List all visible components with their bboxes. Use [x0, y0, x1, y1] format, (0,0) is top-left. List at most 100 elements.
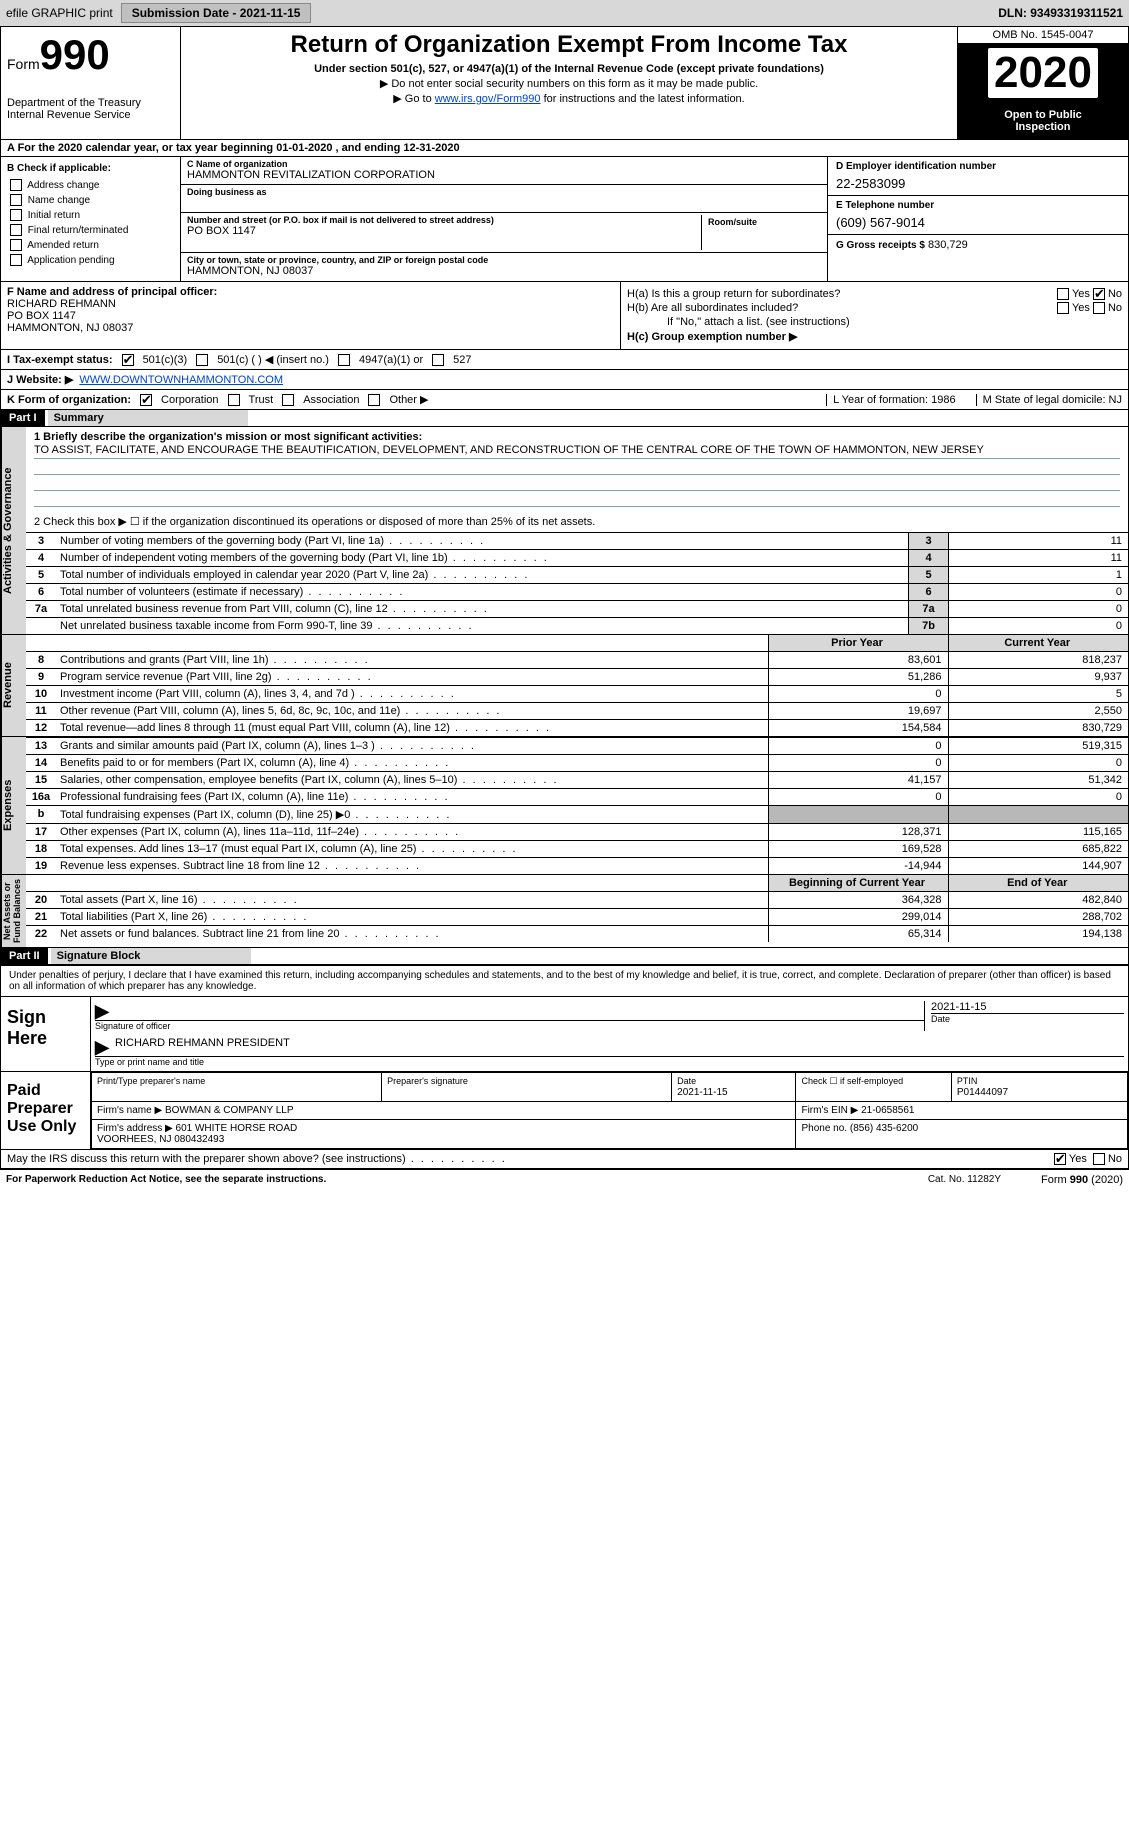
- netassets-table: Beginning of Current Year End of Year 20…: [26, 875, 1128, 942]
- h-section: H(a) Is this a group return for subordin…: [621, 282, 1128, 349]
- prior-year-header: Prior Year: [768, 635, 948, 652]
- check-item[interactable]: Final return/terminated: [7, 223, 174, 238]
- revenue-section: Revenue Prior Year Current Year 8Contrib…: [1, 635, 1128, 737]
- signature-section: Under penalties of perjury, I declare th…: [0, 966, 1129, 1170]
- mission-blank-2: [34, 475, 1120, 491]
- submission-date-button[interactable]: Submission Date - 2021-11-15: [121, 3, 312, 23]
- org-name-label: C Name of organization: [187, 159, 821, 169]
- assoc-checkbox[interactable]: [282, 394, 294, 406]
- form-990-page: Form990 Department of the Treasury Inter…: [0, 26, 1129, 966]
- boy-header: Beginning of Current Year: [768, 875, 948, 892]
- irs-link[interactable]: www.irs.gov/Form990: [435, 93, 541, 105]
- sign-here-row: Sign Here ▶ Signature of officer 2021-11…: [1, 997, 1128, 1072]
- sig-date: 2021-11-15: [931, 1001, 1124, 1013]
- j-label: J Website: ▶: [7, 373, 73, 386]
- table-row: 9Program service revenue (Part VIII, lin…: [26, 669, 1128, 686]
- hb-no-checkbox[interactable]: [1093, 302, 1105, 314]
- trust-checkbox[interactable]: [228, 394, 240, 406]
- catalog-number: Cat. No. 11282Y: [928, 1174, 1001, 1186]
- check-item[interactable]: Address change: [7, 178, 174, 193]
- check-b-header: B Check if applicable:: [7, 161, 174, 176]
- city-label: City or town, state or province, country…: [187, 255, 821, 265]
- tax-exempt-row: I Tax-exempt status: 501(c)(3) 501(c) ( …: [1, 350, 1128, 370]
- part2-title: Signature Block: [51, 948, 251, 964]
- year-block: OMB No. 1545-0047 2020 Open to Public In…: [958, 27, 1128, 139]
- discuss-no-checkbox[interactable]: [1093, 1153, 1105, 1165]
- form-word: Form: [7, 56, 40, 72]
- form-id-block: Form990 Department of the Treasury Inter…: [1, 27, 181, 139]
- line1-label: 1 Briefly describe the organization's mi…: [34, 431, 1120, 443]
- table-row: 20Total assets (Part X, line 16)364,3284…: [26, 892, 1128, 909]
- org-name-column: C Name of organization HAMMONTON REVITAL…: [181, 157, 828, 281]
- hc-line: H(c) Group exemption number ▶: [627, 330, 1122, 343]
- table-row: 12Total revenue—add lines 8 through 11 (…: [26, 720, 1128, 737]
- ein-value: 22-2583099: [836, 176, 1120, 191]
- website-link[interactable]: WWW.DOWNTOWNHAMMONTON.COM: [79, 374, 283, 386]
- part1-badge: Part I: [1, 410, 45, 426]
- revenue-table: Prior Year Current Year 8Contributions a…: [26, 635, 1128, 736]
- officer-signature-line[interactable]: ▶: [95, 1001, 924, 1021]
- part1-header: Part I Summary: [1, 410, 1128, 427]
- governance-line: 7aTotal unrelated business revenue from …: [26, 600, 1128, 617]
- check-item[interactable]: Amended return: [7, 238, 174, 253]
- 501c-checkbox[interactable]: [196, 354, 208, 366]
- officer-addr1: PO BOX 1147: [7, 310, 614, 322]
- l-year-formation: L Year of formation: 1986: [826, 394, 956, 406]
- check-item[interactable]: Initial return: [7, 208, 174, 223]
- principal-officer: F Name and address of principal officer:…: [1, 282, 621, 349]
- gross-label: G Gross receipts $: [836, 240, 925, 251]
- part2-header: Part II Signature Block: [1, 948, 1128, 965]
- ha-no-checkbox[interactable]: [1093, 288, 1105, 300]
- form-title: Return of Organization Exempt From Incom…: [189, 31, 949, 59]
- mission-blank-3: [34, 491, 1120, 507]
- side-governance: Activities & Governance: [1, 427, 26, 634]
- goto-note: ▶ Go to www.irs.gov/Form990 for instruct…: [189, 92, 949, 105]
- table-row: 10Investment income (Part VIII, column (…: [26, 686, 1128, 703]
- ha-yes-checkbox[interactable]: [1057, 288, 1069, 300]
- other-checkbox[interactable]: [368, 394, 380, 406]
- ha-line: H(a) Is this a group return for subordin…: [627, 288, 1122, 300]
- part2-badge: Part II: [1, 948, 48, 964]
- gross-receipts-cell: G Gross receipts $ 830,729: [828, 235, 1128, 255]
- dba-label: Doing business as: [187, 187, 821, 197]
- 501c3-checkbox[interactable]: [122, 354, 134, 366]
- governance-line: 4Number of independent voting members of…: [26, 549, 1128, 566]
- eoy-header: End of Year: [948, 875, 1128, 892]
- side-netassets: Net Assets or Fund Balances: [1, 875, 26, 947]
- website-row: J Website: ▶ WWW.DOWNTOWNHAMMONTON.COM: [1, 370, 1128, 390]
- date-label: Date: [931, 1013, 1124, 1024]
- tax-year: 2020: [958, 44, 1128, 103]
- side-revenue: Revenue: [1, 635, 26, 736]
- address-cell: Number and street (or P.O. box if mail i…: [181, 213, 827, 253]
- firm-phone: (856) 435-6200: [850, 1123, 918, 1134]
- officer-name-line: ▶RICHARD REHMANN PRESIDENT: [95, 1037, 1124, 1057]
- org-name-cell: C Name of organization HAMMONTON REVITAL…: [181, 157, 827, 185]
- preparer-table: Print/Type preparer's name Preparer's si…: [91, 1072, 1128, 1149]
- hb-yes-checkbox[interactable]: [1057, 302, 1069, 314]
- check-item[interactable]: Application pending: [7, 253, 174, 268]
- check-if-applicable: B Check if applicable: Address change Na…: [1, 157, 181, 281]
- 527-checkbox[interactable]: [432, 354, 444, 366]
- governance-line: 6Total number of volunteers (estimate if…: [26, 583, 1128, 600]
- page-footer: For Paperwork Reduction Act Notice, see …: [0, 1170, 1129, 1190]
- city-cell: City or town, state or province, country…: [181, 253, 827, 281]
- entity-block: B Check if applicable: Address change Na…: [1, 157, 1128, 282]
- form-subtitle: Under section 501(c), 527, or 4947(a)(1)…: [189, 63, 949, 75]
- ssn-note: ▶ Do not enter social security numbers o…: [189, 77, 949, 90]
- omb-number: OMB No. 1545-0047: [958, 27, 1128, 44]
- discuss-yes-checkbox[interactable]: [1054, 1153, 1066, 1165]
- table-row: 17Other expenses (Part IX, column (A), l…: [26, 824, 1128, 841]
- 4947-checkbox[interactable]: [338, 354, 350, 366]
- ein-column: D Employer identification number 22-2583…: [828, 157, 1128, 281]
- governance-line: Net unrelated business taxable income fr…: [26, 617, 1128, 634]
- check-item[interactable]: Name change: [7, 193, 174, 208]
- officer-addr2: HAMMONTON, NJ 08037: [7, 322, 614, 334]
- tax-period: A For the 2020 calendar year, or tax yea…: [1, 140, 1128, 157]
- table-row: 19Revenue less expenses. Subtract line 1…: [26, 858, 1128, 875]
- governance-line: 5Total number of individuals employed in…: [26, 566, 1128, 583]
- room-suite: Room/suite: [701, 215, 821, 250]
- corp-checkbox[interactable]: [140, 394, 152, 406]
- table-row: 15Salaries, other compensation, employee…: [26, 772, 1128, 789]
- governance-line: 3Number of voting members of the governi…: [26, 532, 1128, 549]
- paid-preparer-row: Paid Preparer Use Only Print/Type prepar…: [1, 1072, 1128, 1150]
